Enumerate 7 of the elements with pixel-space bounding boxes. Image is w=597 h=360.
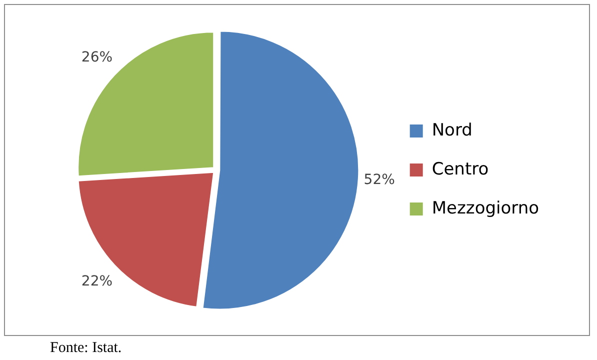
data-label: 26% <box>81 50 113 66</box>
data-label: 52% <box>364 172 395 188</box>
legend-label: Nord <box>432 120 472 140</box>
legend-label: Centro <box>432 159 489 180</box>
data-label: 22% <box>81 274 113 290</box>
legend-label: Mezzogiorno <box>432 198 539 218</box>
source-note: Fonte: Istat. <box>50 340 122 357</box>
